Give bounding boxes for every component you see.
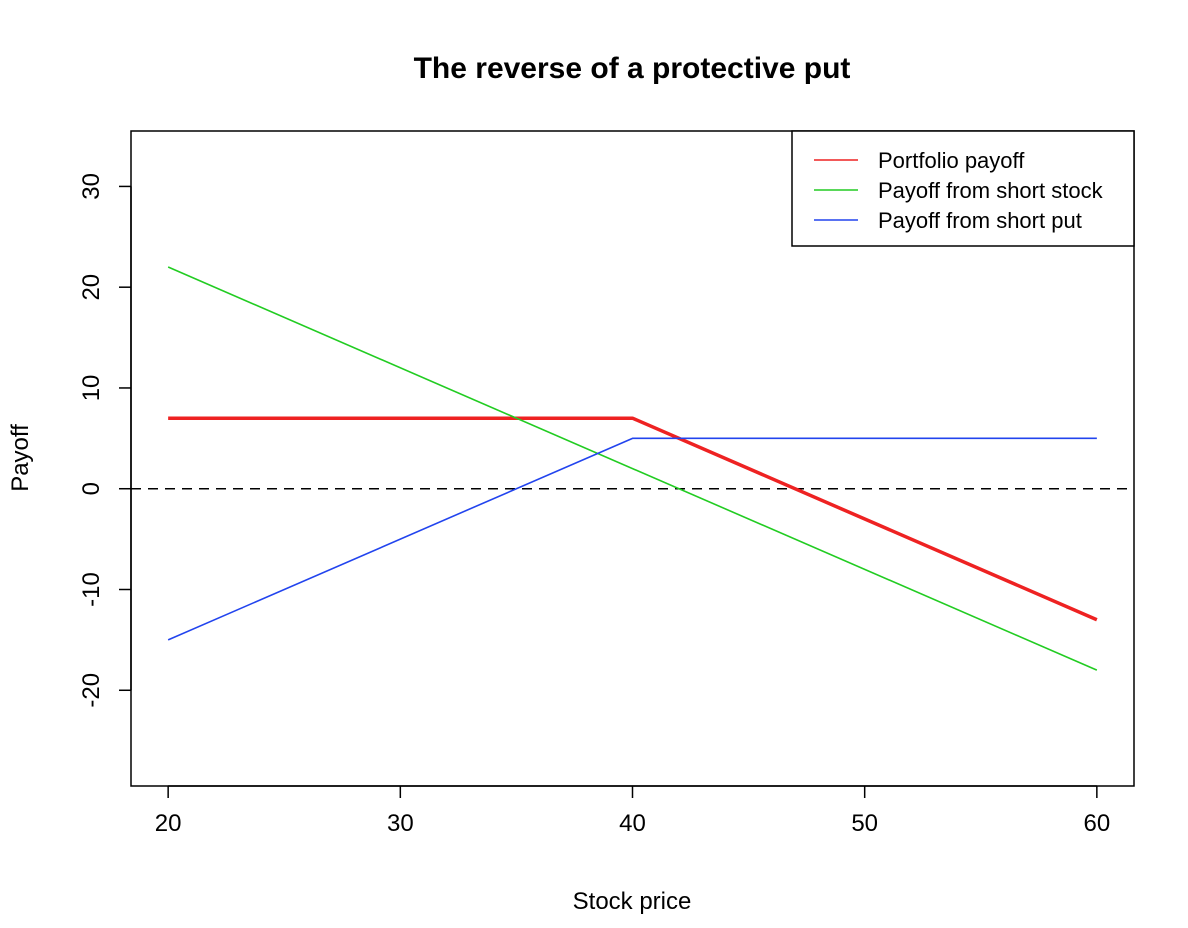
x-axis-label: Stock price [573,888,692,915]
series-line-3 [167,437,1097,641]
x-tick-label: 50 [851,810,878,837]
x-tick-label: 30 [387,810,414,837]
series-line-1 [168,416,1098,622]
y-tick-label: -20 [78,673,105,708]
legend-entry-label: Payoff from short stock [878,178,1104,203]
legend: Portfolio payoff Payoff from short stock P… [791,130,1135,247]
chart-title: The reverse of a protective put [414,52,851,85]
y-axis: -20 -10 0 10 20 30 [78,173,132,708]
legend-entry-label: Payoff from short put [878,208,1082,233]
x-tick-label: 60 [1084,810,1111,837]
x-axis: 20 30 40 50 60 [155,785,1111,837]
series-layer [167,266,1098,671]
y-tick-label: 0 [78,482,105,495]
legend-box [791,130,1135,247]
y-tick-label: 10 [78,375,105,402]
x-tick-label: 20 [155,810,182,837]
y-tick-label: -10 [78,572,105,607]
y-tick-label: 30 [78,173,105,200]
y-tick-label: 20 [78,274,105,301]
legend-entry-label: Portfolio payoff [878,148,1025,173]
y-axis-label: Payoff [7,424,34,492]
x-tick-label: 40 [619,810,646,837]
series-line-2 [167,266,1098,671]
